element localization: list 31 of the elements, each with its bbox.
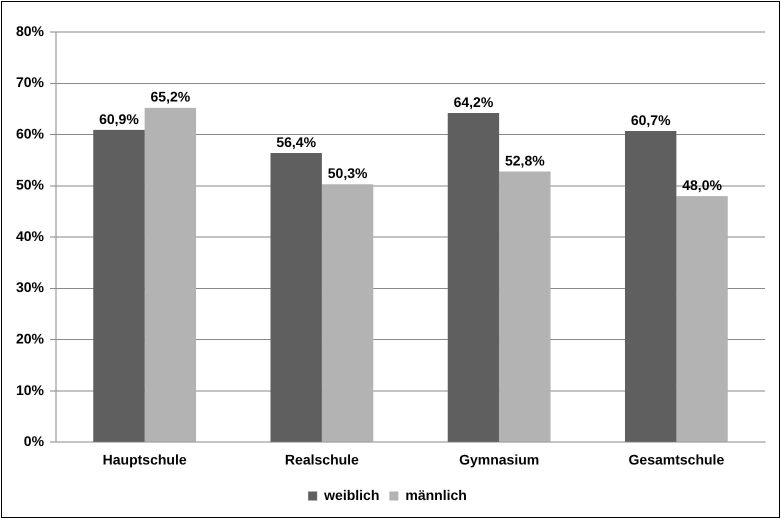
bar bbox=[676, 196, 728, 442]
data-label: 50,3% bbox=[328, 165, 368, 182]
bar bbox=[93, 130, 145, 442]
data-label: 60,9% bbox=[99, 110, 140, 127]
data-label: 56,4% bbox=[276, 134, 317, 150]
y-tick-label: 20% bbox=[16, 330, 45, 347]
legend-label: weiblich bbox=[323, 486, 380, 503]
x-tick-label: Realschule bbox=[284, 451, 360, 468]
data-label: 65,2% bbox=[150, 88, 191, 105]
bar bbox=[144, 108, 196, 442]
x-tick-label: Hauptschule bbox=[102, 451, 187, 468]
y-tick-label: 40% bbox=[16, 228, 45, 244]
y-tick-label: 30% bbox=[16, 279, 45, 296]
y-tick-label: 60% bbox=[16, 125, 45, 142]
y-tick-label: 50% bbox=[16, 176, 45, 193]
bar bbox=[322, 184, 374, 442]
bar bbox=[499, 171, 551, 442]
legend-label: männlich bbox=[405, 486, 467, 503]
y-tick-label: 10% bbox=[16, 382, 45, 398]
data-label: 52,8% bbox=[504, 152, 546, 168]
data-label: 48,0% bbox=[682, 176, 722, 193]
bar bbox=[448, 113, 500, 442]
bar bbox=[270, 153, 322, 442]
y-tick-label: 0% bbox=[24, 433, 45, 450]
y-tick-label: 80% bbox=[16, 22, 45, 39]
y-tick-label: 70% bbox=[16, 74, 45, 90]
data-label: 64,2% bbox=[454, 94, 494, 110]
data-label: 60,7% bbox=[630, 112, 672, 128]
x-tick-label: Gymnasium bbox=[459, 451, 540, 468]
x-tick-label: Gesamtschule bbox=[628, 451, 724, 468]
bar bbox=[624, 130, 676, 442]
